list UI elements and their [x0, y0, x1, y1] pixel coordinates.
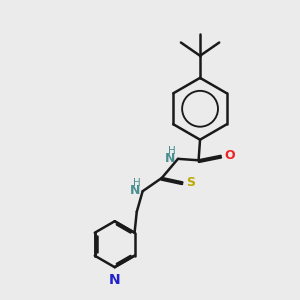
Text: N: N [165, 152, 176, 165]
Text: S: S [186, 176, 195, 189]
Text: H: H [168, 146, 176, 156]
Text: H: H [133, 178, 140, 188]
Text: N: N [109, 273, 121, 287]
Text: O: O [224, 149, 235, 162]
Text: N: N [130, 184, 140, 197]
